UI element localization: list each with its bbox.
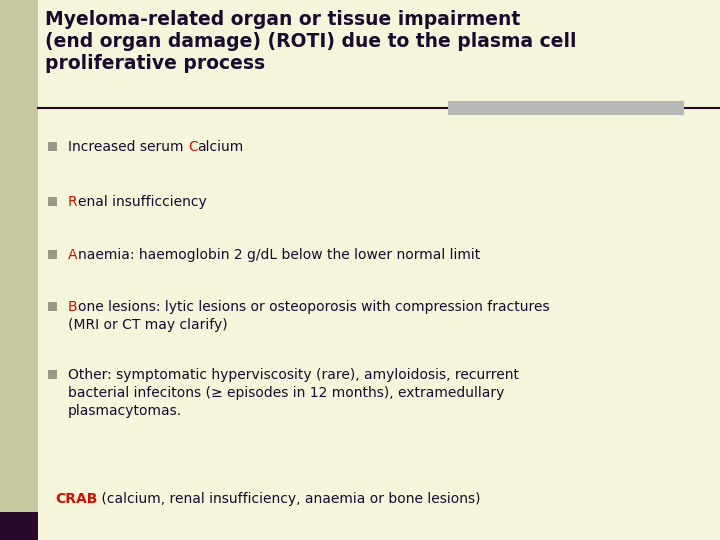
Bar	[48, 302, 57, 311]
Text: one lesions: lytic lesions or osteoporosis with compression fractures: one lesions: lytic lesions or osteoporos…	[78, 300, 549, 314]
Bar	[0, 0, 38, 540]
Bar	[0, 512, 38, 540]
Text: plasmacytomas.: plasmacytomas.	[68, 404, 182, 418]
Text: Increased serum: Increased serum	[68, 140, 188, 154]
Text: B: B	[68, 300, 78, 314]
Text: (MRI or CT may clarify): (MRI or CT may clarify)	[68, 318, 228, 332]
Text: Myeloma-related organ or tissue impairment: Myeloma-related organ or tissue impairme…	[45, 10, 521, 29]
Text: C: C	[188, 140, 197, 154]
Text: bacterial infecitons (≥ episodes in 12 months), extramedullary: bacterial infecitons (≥ episodes in 12 m…	[68, 386, 505, 400]
Text: CRAB: CRAB	[55, 492, 97, 506]
Bar	[48, 370, 57, 379]
Text: proliferative process: proliferative process	[45, 54, 265, 73]
Text: naemia: haemoglobin 2 g/dL below the lower normal limit: naemia: haemoglobin 2 g/dL below the low…	[78, 248, 480, 262]
Text: (calcium, renal insufficiency, anaemia or bone lesions): (calcium, renal insufficiency, anaemia o…	[97, 492, 481, 506]
Bar	[448, 101, 684, 115]
Text: alcium: alcium	[197, 140, 244, 154]
Bar	[48, 197, 57, 206]
Text: Other: symptomatic hyperviscosity (rare), amyloidosis, recurrent: Other: symptomatic hyperviscosity (rare)…	[68, 368, 519, 382]
Text: enal insufficciency: enal insufficciency	[78, 195, 207, 209]
Text: R: R	[68, 195, 78, 209]
Bar	[48, 250, 57, 259]
Text: A: A	[68, 248, 78, 262]
Text: (end organ damage) (ROTI) due to the plasma cell: (end organ damage) (ROTI) due to the pla…	[45, 32, 577, 51]
Bar	[48, 142, 57, 151]
